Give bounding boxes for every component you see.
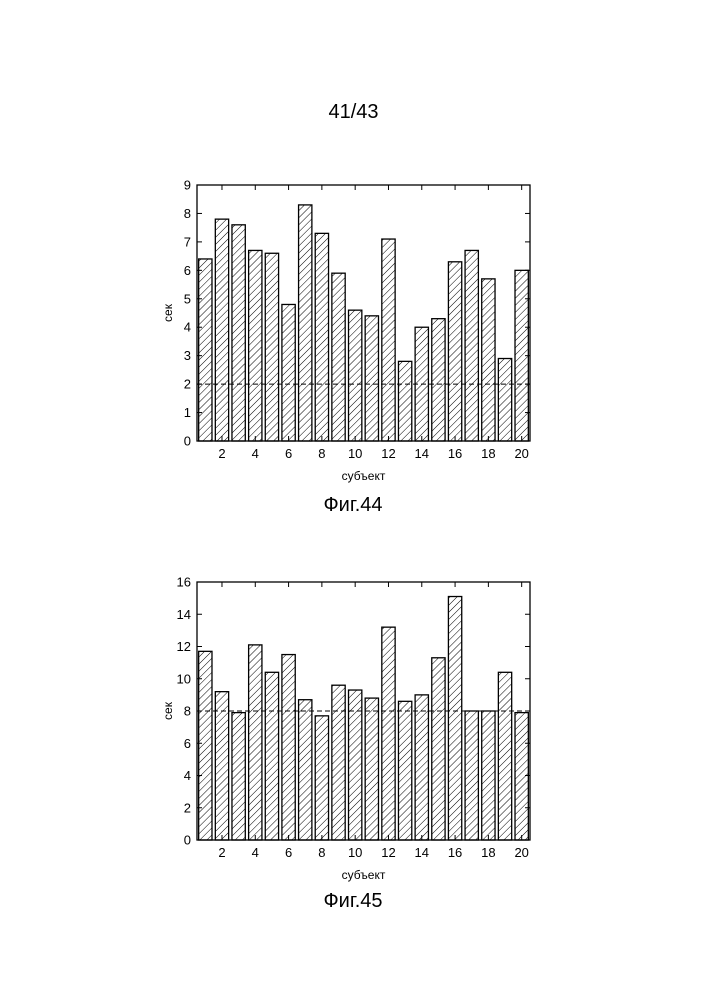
x-tick-label: 2 [218,446,225,461]
bar-subject-1 [199,259,212,441]
bar-subject-7 [299,205,312,441]
y-tick-label: 8 [184,206,191,221]
x-tick-label: 14 [415,845,429,860]
x-tick-label: 20 [514,845,528,860]
bar-subject-10 [349,690,362,840]
bar-subject-7 [299,700,312,840]
x-tick-label: 4 [252,446,259,461]
bar-subject-5 [265,253,278,441]
x-tick-label: 6 [285,845,292,860]
bar-subject-13 [398,361,411,441]
bar-subject-15 [432,319,445,441]
bar-subject-12 [382,627,395,840]
bar-subject-6 [282,304,295,441]
y-tick-label: 8 [184,704,191,719]
bar-subject-12 [382,239,395,441]
x-axis-label: субъект [342,868,386,882]
bar-subject-19 [498,359,511,441]
bar-subject-9 [332,685,345,840]
figure-caption: Фиг.45 [323,890,382,912]
bar-subject-11 [365,698,378,840]
y-tick-label: 2 [184,800,191,815]
bar-subject-6 [282,655,295,840]
x-tick-label: 16 [448,446,462,461]
page-number: 41/43 [0,101,707,124]
bar-subject-5 [265,672,278,840]
bar-subject-14 [415,695,428,840]
bar-subject-8 [315,233,328,441]
figure-44-bar-chart: 01234567892468101214161820субъектсекФиг.… [0,170,707,530]
y-tick-label: 3 [184,348,191,363]
bar-subject-2 [215,219,228,441]
bar-subject-4 [249,250,262,441]
figure-caption: Фиг.44 [323,494,382,516]
bar-subject-13 [398,701,411,840]
bar-subject-16 [448,262,461,441]
bar-subject-1 [199,651,212,840]
x-tick-label: 8 [318,845,325,860]
bar-subject-17 [465,711,478,840]
x-tick-label: 10 [348,446,362,461]
y-tick-label: 4 [184,768,191,783]
bar-subject-18 [482,279,495,441]
bar-subject-19 [498,672,511,840]
x-axis-label: субъект [342,469,386,483]
x-tick-label: 10 [348,845,362,860]
y-tick-label: 7 [184,234,191,249]
y-tick-label: 0 [184,833,191,848]
plot-frame [197,185,530,441]
bar-subject-2 [215,692,228,840]
x-tick-label: 12 [381,446,395,461]
bar-subject-3 [232,225,245,441]
x-tick-label: 14 [415,446,429,461]
bar-subject-17 [465,250,478,441]
y-tick-label: 2 [184,377,191,392]
bar-subject-11 [365,316,378,441]
x-tick-label: 12 [381,845,395,860]
bar-subject-10 [349,310,362,441]
x-tick-label: 2 [218,845,225,860]
y-tick-label: 10 [177,671,191,686]
x-tick-label: 16 [448,845,462,860]
bar-subject-18 [482,711,495,840]
y-axis-label: сек [161,701,175,720]
y-tick-label: 12 [177,639,191,654]
y-tick-label: 14 [177,607,191,622]
x-tick-label: 18 [481,845,495,860]
y-tick-label: 0 [184,434,191,449]
bar-subject-4 [249,645,262,840]
y-tick-label: 16 [177,575,191,590]
y-tick-label: 4 [184,320,191,335]
bar-subject-20 [515,713,528,840]
y-tick-label: 9 [184,178,191,193]
x-tick-label: 20 [514,446,528,461]
bar-subject-8 [315,716,328,840]
y-tick-label: 6 [184,263,191,278]
bar-subject-9 [332,273,345,441]
y-tick-label: 5 [184,291,191,306]
bar-subject-16 [448,597,461,840]
x-tick-label: 6 [285,446,292,461]
y-axis-label: сек [161,303,175,322]
y-tick-label: 6 [184,736,191,751]
bar-subject-15 [432,658,445,840]
figure-45-bar-chart: 0 2 4 6 8 10 12 14 16 2 4 6 8 10 12 14 16 18 20 субъект сек Ф… [0,568,707,928]
bar-subject-3 [232,713,245,840]
x-tick-label: 4 [252,845,259,860]
y-tick-label: 1 [184,405,191,420]
x-tick-label: 18 [481,446,495,461]
x-tick-label: 8 [318,446,325,461]
